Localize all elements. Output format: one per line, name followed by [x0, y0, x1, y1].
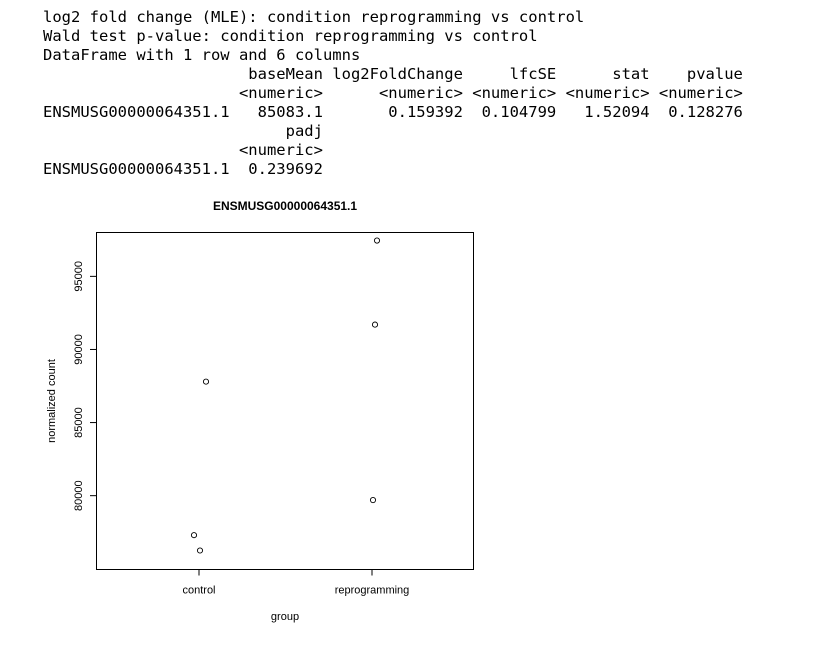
console-line: padj — [43, 122, 323, 140]
data-point — [196, 547, 204, 554]
data-point — [371, 321, 379, 328]
console-line: ENSMUSG00000064351.1 85083.1 0.159392 0.… — [43, 103, 743, 121]
count-plot: ENSMUSG00000064351.1 80000 85000 90000 9500… — [46, 199, 474, 623]
console-line: Wald test p-value: condition reprogrammi… — [43, 27, 538, 45]
data-point — [369, 497, 377, 504]
console-line: ENSMUSG00000064351.1 0.239692 — [43, 160, 323, 178]
data-points — [190, 237, 381, 554]
console-line: baseMean log2FoldChange lfcSE stat pvalu… — [43, 65, 743, 83]
y-axis-label: normalized count — [46, 359, 58, 443]
y-tick-label: 95000 — [73, 261, 85, 292]
console-line: log2 fold change (MLE): condition reprog… — [43, 8, 585, 26]
x-axis-label: group — [271, 611, 299, 623]
y-axis: 80000 85000 90000 95000 — [73, 261, 97, 511]
console-output: log2 fold change (MLE): condition reprog… — [43, 8, 743, 179]
plot-title: ENSMUSG00000064351.1 — [213, 199, 357, 213]
y-tick-label: 85000 — [73, 407, 85, 438]
plot-frame — [96, 232, 474, 570]
x-tick-label: control — [182, 585, 215, 597]
console-line: <numeric> — [43, 141, 323, 159]
data-point — [373, 237, 381, 244]
x-tick-label: reprogramming — [335, 585, 410, 597]
y-tick-label: 80000 — [73, 480, 85, 511]
console-line: <numeric> <numeric> <numeric> <numeric> … — [43, 84, 743, 102]
data-point — [190, 532, 198, 539]
y-tick-label: 90000 — [73, 334, 85, 365]
data-point — [202, 378, 210, 385]
console-line: DataFrame with 1 row and 6 columns — [43, 46, 361, 64]
x-axis: control reprogramming — [182, 569, 410, 597]
